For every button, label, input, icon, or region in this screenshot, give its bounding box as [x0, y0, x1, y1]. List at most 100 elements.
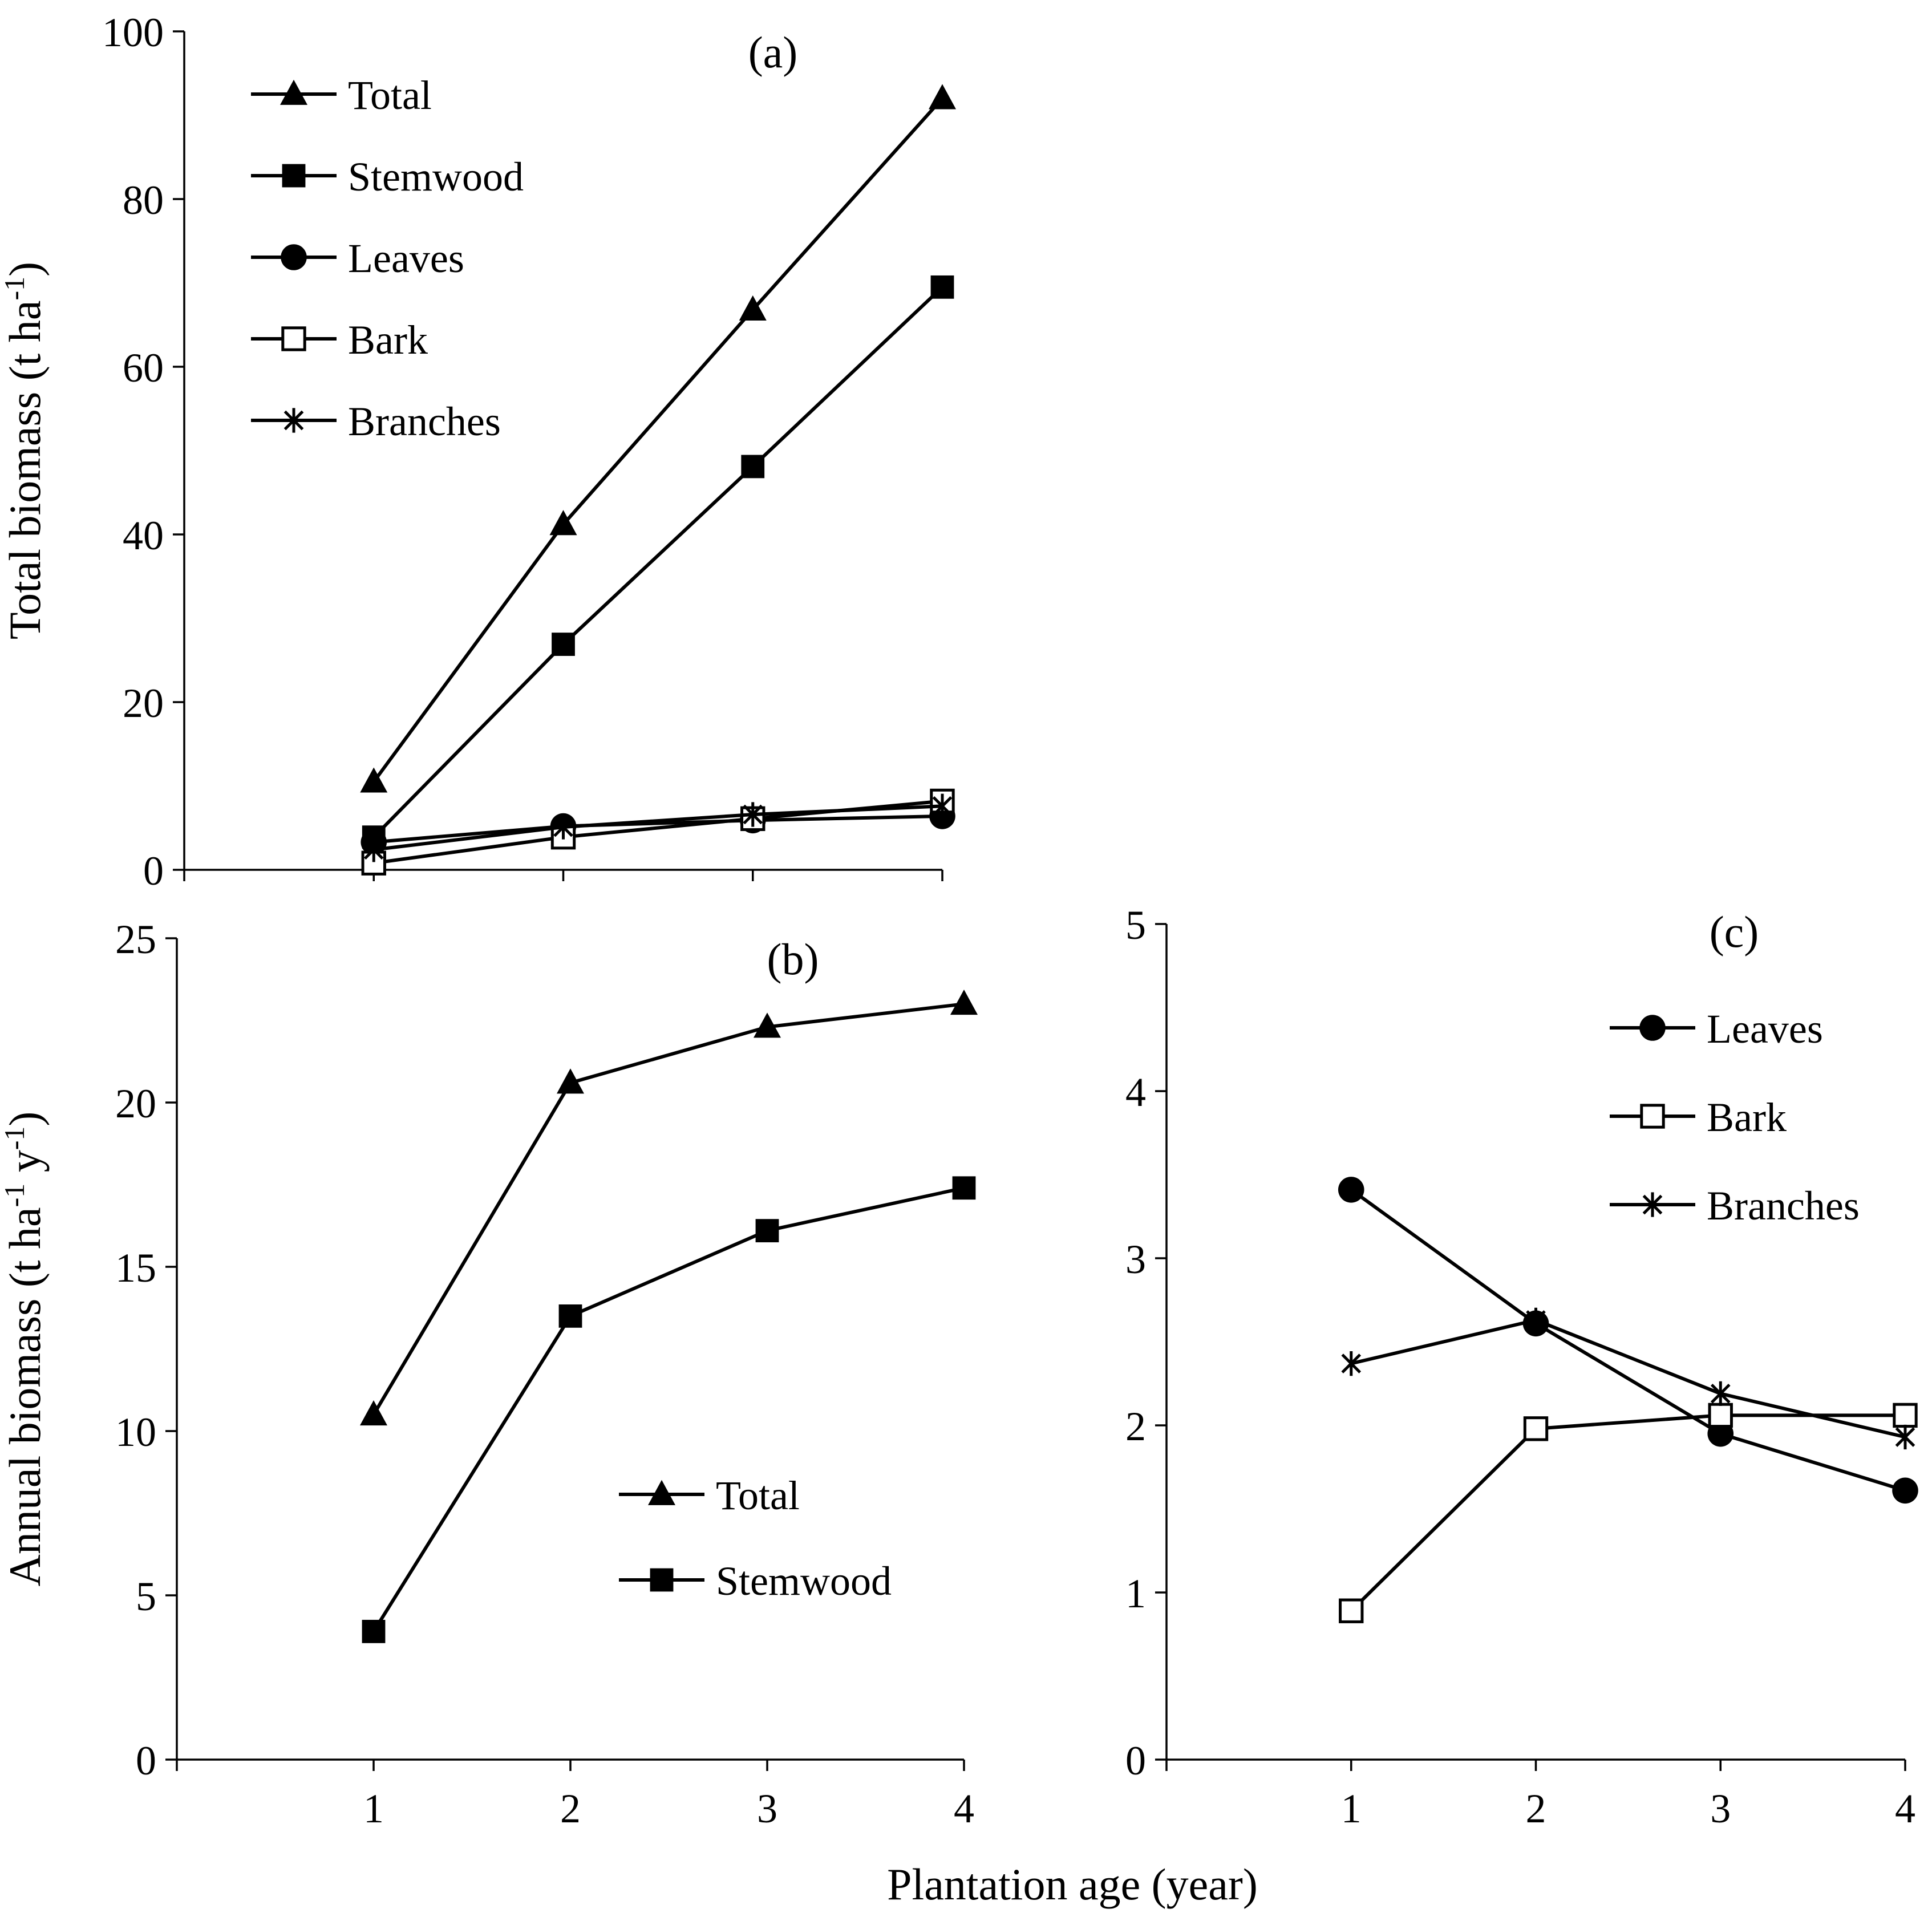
y-axis-title-text: Annual biomass (t ha	[0, 1207, 50, 1586]
y-axis-title-superscript: -1	[0, 277, 30, 301]
legend-item-bark: Bark	[251, 317, 428, 363]
panel-label: (b)	[767, 934, 819, 984]
data-point-bark	[1708, 1403, 1733, 1428]
data-point-total	[360, 1400, 387, 1426]
y-axis-title: Total biomass (t ha-1)	[0, 262, 50, 639]
y-axis-title-text: Total biomass (t ha	[0, 301, 50, 640]
y-tick-label: 5	[1125, 902, 1146, 948]
series-stemwood	[362, 1176, 976, 1643]
y-axis-title-text-mid: y	[0, 1150, 50, 1184]
data-point-branches	[743, 802, 763, 827]
series-bark	[1339, 1403, 1918, 1623]
y-tick-label: 20	[115, 1081, 156, 1126]
data-point-stemwood	[362, 1619, 386, 1643]
data-point-total	[929, 84, 956, 110]
y-tick-label: 5	[136, 1574, 156, 1619]
data-point-stemwood	[930, 275, 954, 299]
data-point-branches	[553, 814, 573, 840]
legend-label-bark: Bark	[348, 317, 428, 363]
legend-item-total: Total	[251, 72, 432, 118]
legend-label-total: Total	[716, 1473, 800, 1518]
y-tick-label: 100	[102, 10, 164, 55]
x-tick-label: 2	[560, 1786, 581, 1831]
x-tick-label: 1	[1341, 1786, 1362, 1831]
series-total	[360, 990, 978, 1426]
series-bark	[361, 788, 955, 876]
legend-label-total: Total	[348, 72, 432, 118]
panel-a-total-biomass-chart: 0 20 40 60 80 100 Total biomass (t ha-1) (a) Tot…	[0, 10, 956, 894]
data-point-branches	[1526, 1307, 1546, 1333]
legend-marker-bark	[1640, 1104, 1665, 1129]
y-tick-label: 80	[123, 177, 164, 223]
data-point-branches	[1895, 1424, 1915, 1450]
data-point-branches	[1710, 1381, 1731, 1406]
legend-marker-stemwood	[282, 164, 306, 188]
data-point-total	[360, 767, 388, 793]
legend-label-leaves: Leaves	[348, 236, 464, 281]
legend-marker-leaves	[281, 244, 307, 270]
series-line-branches	[373, 804, 943, 852]
series-line-leaves	[373, 814, 943, 844]
legend-label-bark: Bark	[1707, 1095, 1787, 1140]
y-tick-label: 4	[1125, 1069, 1146, 1115]
legend-item-branches: Branches	[1610, 1183, 1860, 1229]
legend-marker-branches	[283, 408, 304, 433]
data-point-leaves	[1892, 1477, 1918, 1504]
legend-marker-branches	[1642, 1192, 1663, 1217]
series-line-stemwood	[372, 1186, 965, 1632]
series-line-branches	[1351, 1318, 1906, 1439]
data-point-stemwood	[755, 1219, 779, 1243]
y-tick-label: 15	[115, 1245, 156, 1291]
legend-marker-total	[648, 1480, 675, 1505]
legend-marker-leaves	[1639, 1015, 1666, 1041]
y-axis-title-end: )	[0, 1112, 50, 1126]
data-point-bark	[1893, 1403, 1918, 1428]
y-axis-title-superscript-2: -1	[0, 1126, 30, 1150]
series-line-leaves	[1350, 1188, 1906, 1493]
data-point-total	[557, 1068, 584, 1094]
y-axis-title-end: )	[0, 262, 50, 277]
series-line-stemwood	[372, 286, 944, 838]
series-total	[360, 84, 956, 793]
legend-label-branches: Branches	[348, 399, 501, 444]
data-point-total	[549, 510, 577, 536]
legend-item-stemwood: Stemwood	[619, 1558, 892, 1604]
y-axis-title-superscript: -1	[0, 1184, 30, 1207]
data-point-bark	[1339, 1598, 1364, 1623]
y-tick-label: 3	[1125, 1237, 1146, 1282]
y-tick-label: 0	[1125, 1738, 1146, 1784]
y-tick-label: 25	[115, 917, 156, 962]
x-tick-label: 3	[757, 1786, 777, 1831]
data-point-total	[739, 295, 767, 321]
y-tick-label: 40	[123, 513, 164, 558]
data-point-total	[950, 990, 978, 1015]
legend-item-bark: Bark	[1610, 1095, 1787, 1140]
x-tick-label: 4	[1895, 1786, 1915, 1831]
panel-label: (c)	[1710, 907, 1759, 957]
x-tick-label: 2	[1526, 1786, 1546, 1831]
data-point-total	[754, 1012, 781, 1038]
legend-label-branches: Branches	[1707, 1183, 1860, 1229]
series-line-total	[372, 1002, 965, 1416]
y-tick-label: 10	[115, 1409, 156, 1455]
series-line-bark	[1350, 1413, 1905, 1612]
legend-item-branches: Branches	[251, 399, 501, 444]
x-tick-label: 1	[363, 1786, 384, 1831]
y-tick-label: 60	[123, 345, 164, 391]
legend-marker-stemwood	[650, 1568, 674, 1592]
data-point-bark	[1523, 1416, 1549, 1441]
panel-c-annual-biomass-components-chart: 0 1 2 3 4 5 1 2 3 4 (c) Leaves Bark Branches	[1125, 902, 1918, 1831]
series-branches	[1341, 1307, 1915, 1450]
legend-label-stemwood: Stemwood	[716, 1558, 892, 1604]
legend-item-stemwood: Stemwood	[251, 154, 524, 200]
series-stemwood	[362, 275, 954, 849]
y-tick-label: 0	[136, 1738, 156, 1784]
y-tick-label: 1	[1125, 1571, 1146, 1616]
y-tick-label: 0	[143, 848, 164, 894]
series-line-total	[372, 97, 944, 783]
data-point-stemwood	[552, 633, 575, 656]
y-tick-label: 2	[1125, 1404, 1146, 1449]
legend-item-leaves: Leaves	[251, 236, 464, 281]
